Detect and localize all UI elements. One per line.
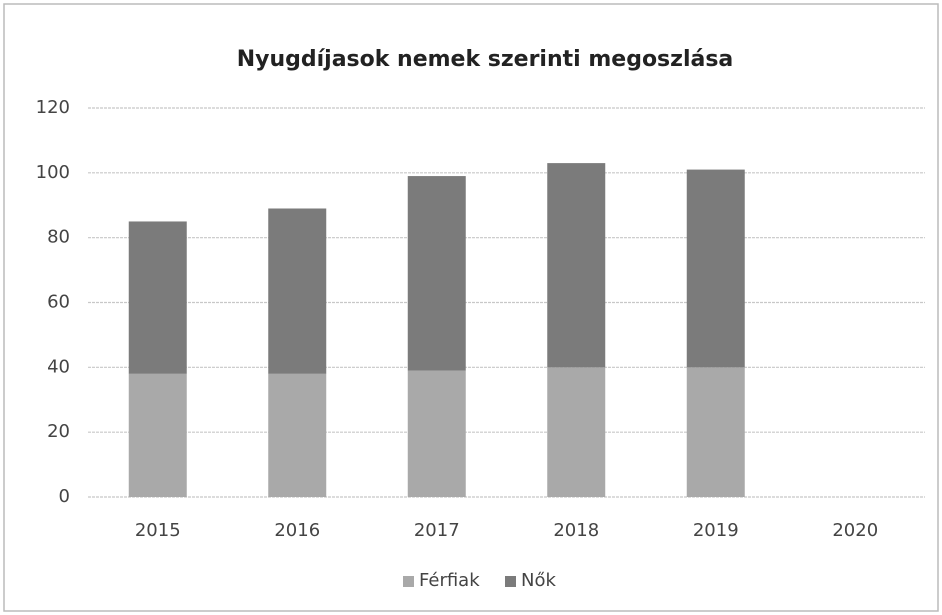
x-tick-label: 2016	[274, 520, 320, 541]
bar-segment	[268, 373, 327, 497]
bar-segment	[128, 373, 187, 497]
y-tick-label: 80	[47, 227, 70, 248]
y-tick-label: 60	[47, 292, 70, 313]
bar-segment	[407, 176, 466, 371]
legend-label: Nők	[521, 570, 556, 591]
bar-segment	[686, 367, 745, 497]
bar-segment	[547, 367, 606, 497]
x-tick-label: 2018	[553, 520, 599, 541]
y-tick-label: 100	[36, 162, 70, 183]
x-tick-label: 2020	[832, 520, 878, 541]
bar-segment	[268, 208, 327, 374]
legend-swatch	[403, 576, 414, 587]
x-tick-label: 2015	[135, 520, 181, 541]
x-tick-label: 2019	[693, 520, 739, 541]
y-tick-label: 120	[36, 97, 70, 118]
y-tick-label: 20	[47, 421, 70, 442]
bar-segment	[128, 221, 187, 374]
y-tick-label: 0	[59, 486, 70, 507]
y-tick-label: 40	[47, 356, 70, 377]
chart-title: Nyugdíjasok nemek szerinti megoszlása	[237, 47, 734, 72]
legend-swatch	[505, 576, 516, 587]
x-tick-label: 2017	[414, 520, 460, 541]
legend-label: Férfiak	[419, 570, 480, 591]
bar-segment	[407, 370, 466, 497]
bar-segment	[547, 163, 606, 368]
bar-segment	[686, 169, 745, 368]
